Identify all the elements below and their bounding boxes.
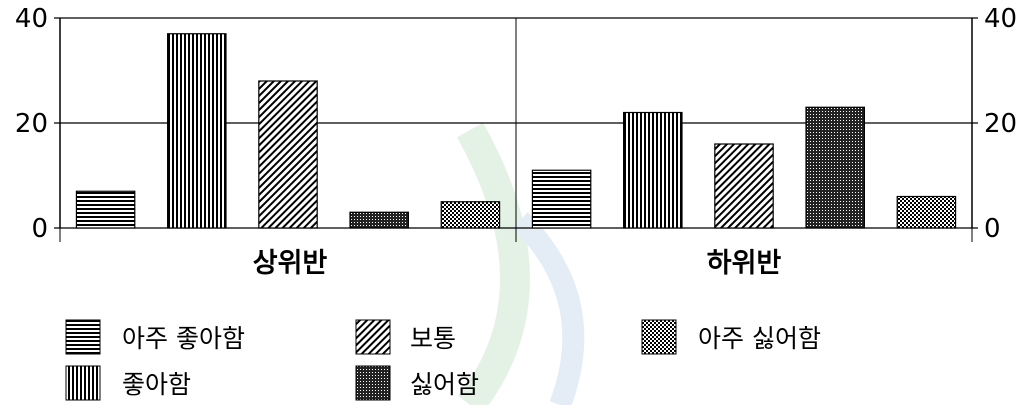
legend-swatch-neutral <box>355 319 391 355</box>
watermark <box>456 122 585 405</box>
bar-lower-4 <box>896 195 957 229</box>
y-tick-label-right: 40 <box>984 4 1017 34</box>
bar-lower-1 <box>623 111 683 229</box>
bar-lower-2 <box>714 143 774 229</box>
bar-upper-2 <box>258 80 318 229</box>
bar-upper-0 <box>75 190 136 229</box>
y-tick-label-left: 0 <box>31 214 48 244</box>
legend-label-neutral: 보통 <box>410 324 456 353</box>
y-tick-label-left: 20 <box>15 109 48 139</box>
bar-lower-3 <box>805 106 865 229</box>
legend-swatch-very-dislike <box>641 319 677 355</box>
legend-label-very-like: 아주 좋아함 <box>122 324 245 353</box>
group-label-lower: 하위반 <box>707 248 782 279</box>
bar-upper-3 <box>349 211 409 229</box>
bar-lower-0 <box>531 169 592 229</box>
y-tick-label-right: 20 <box>984 109 1017 139</box>
bar-upper-1 <box>167 33 227 229</box>
bars <box>75 33 957 229</box>
legend-label-dislike: 싫어함 <box>410 370 479 399</box>
legend: 아주 좋아함 좋아함 보통 싫어함 아주 싫어함 <box>65 319 821 401</box>
legend-label-very-dislike: 아주 싫어함 <box>698 324 821 353</box>
legend-swatch-dislike <box>355 365 391 401</box>
group-label-upper: 상위반 <box>253 248 328 279</box>
legend-label-like: 좋아함 <box>122 370 191 399</box>
legend-swatch-very-like <box>65 319 101 355</box>
y-ticks-left: 0 20 40 <box>15 4 48 244</box>
y-tick-label-left: 40 <box>15 4 48 34</box>
bar-upper-4 <box>440 201 501 229</box>
y-tick-label-right: 0 <box>984 214 1001 244</box>
legend-swatch-like <box>65 365 101 401</box>
y-ticks-right: 0 20 40 <box>984 4 1017 244</box>
